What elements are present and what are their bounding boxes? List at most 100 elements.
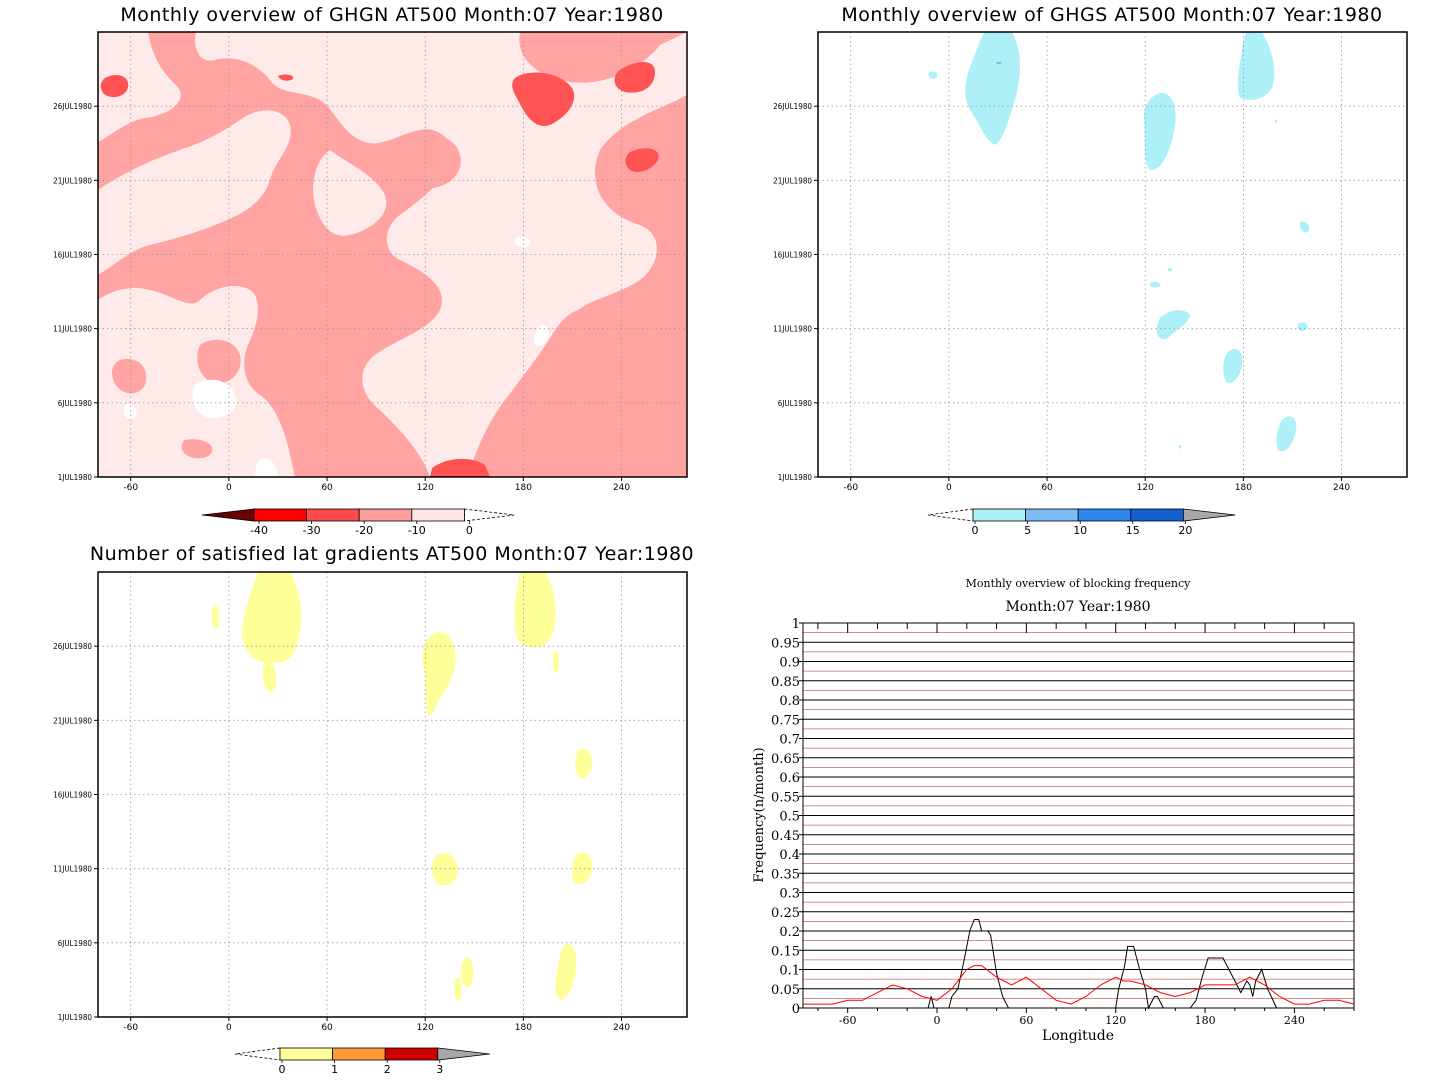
ghgn-strong-spot: [100, 75, 129, 98]
ghgn-mid-patch: [112, 359, 147, 394]
ghgn-strong-spot: [614, 62, 655, 93]
ghgn-light-region: [98, 285, 295, 477]
lat-region: [571, 852, 593, 885]
freq-tick-label-y: 0.95: [771, 636, 800, 651]
tick-label-x: 120: [1137, 483, 1154, 493]
freq-tick-label-y: 0.5: [779, 810, 800, 825]
ghgn-strong-spot: [625, 148, 659, 172]
ghgs-region: [1149, 281, 1161, 288]
ghgn-mid-patch: [197, 339, 241, 384]
freq-series-red-line: [803, 965, 1355, 1005]
ghgs-grid: [818, 32, 1407, 477]
ghgn-light-region: [98, 32, 181, 142]
tick-label-x: 0: [946, 483, 952, 493]
tick-label-y: 11JUL1980: [773, 325, 812, 334]
colorbar-label: 1: [331, 1063, 338, 1076]
ghgn-white-spot: [123, 404, 137, 420]
freq-tick-label-y: 0.65: [771, 752, 800, 767]
tick-label-y: 1JUL1980: [58, 473, 93, 482]
lat-region: [575, 748, 592, 779]
tick-label-x: 0: [226, 483, 232, 493]
colorbar-segment: [306, 508, 360, 522]
ghgn-light-region: [98, 110, 291, 275]
tick-label-x: -60: [843, 483, 858, 493]
tick-label-y: 16JUL1980: [53, 251, 92, 260]
tick-label-y: 6JUL1980: [58, 939, 93, 948]
tick-label-x: 180: [515, 1023, 532, 1033]
freq-tick-label-y: 0.55: [771, 790, 800, 805]
tick-label-x: 60: [1041, 483, 1053, 493]
ghgn-strong-spot: [512, 72, 575, 126]
colorbar-segment: [1130, 508, 1184, 522]
ghgn-colorbar: -40 -30 -20 -10 0: [201, 508, 515, 537]
freq-tick-label-y: 0.35: [771, 867, 800, 882]
lat-grid: [98, 572, 687, 1017]
ghgs-region: [1276, 416, 1297, 452]
tick-label-x: -60: [123, 1023, 138, 1033]
colorbar-label: -30: [303, 524, 321, 537]
freq-xlabel: Longitude: [1042, 1028, 1114, 1044]
freq-tick-label-x: 60: [1019, 1014, 1033, 1027]
colorbar-label: 20: [1178, 524, 1192, 537]
lat-region: [555, 944, 577, 1000]
colorbar-label: 5: [1024, 524, 1031, 537]
ghgn-mid-patch: [404, 135, 461, 189]
colorbar-segment: [332, 1047, 386, 1061]
tick-label-y: 1JUL1980: [58, 1013, 93, 1022]
tick-label-y: 6JUL1980: [58, 399, 93, 408]
freq-tick-label-y: 0.05: [771, 983, 800, 998]
ghgn-white-spot: [192, 379, 236, 419]
lat-colorbar: 0 1 2 3: [234, 1047, 490, 1076]
freq-tick-label-y: 0: [792, 1002, 800, 1017]
lat-region: [431, 853, 458, 886]
ghgn-axes: -60 0 60 120 180 240 1JUL1980 6JUL1980 11JUL1980…: [53, 102, 630, 493]
tick-label-y: 16JUL1980: [53, 791, 92, 800]
panel-lat-gradients: Number of satisfied lat gradients AT500 …: [53, 543, 694, 1076]
ghgs-region: [1223, 348, 1243, 384]
lat-region: [454, 977, 462, 1002]
tick-label-x: 120: [417, 483, 434, 493]
freq-tick-label-y: 0.2: [779, 925, 800, 940]
colorbar-end-triangle: [437, 1047, 490, 1061]
tick-label-y: 11JUL1980: [53, 865, 92, 874]
tick-label-x: 0: [226, 1023, 232, 1033]
tick-label-x: 60: [321, 1023, 333, 1033]
tick-label-x: 240: [1333, 483, 1350, 493]
colorbar-segment: [358, 508, 413, 522]
colorbar-label: -40: [250, 524, 268, 537]
ghgs-region: [1167, 267, 1173, 272]
colorbar-open-end: [927, 508, 974, 522]
tick-label-x: -60: [123, 483, 138, 493]
tick-label-y: 11JUL1980: [53, 325, 92, 334]
lat-axes: -60 0 60 120 180 240 1JUL1980 6JUL1980 11JUL1980…: [53, 642, 630, 1033]
ghgs-region: [928, 71, 938, 79]
colorbar-label: 3: [436, 1063, 443, 1076]
freq-tick-label-x: 0: [934, 1014, 941, 1027]
tick-label-x: 240: [613, 483, 630, 493]
ghgn-light-region: [313, 150, 387, 236]
colorbar-open-end: [463, 508, 515, 522]
panel-blocking-frequency: Monthly overview of blocking frequency M…: [752, 577, 1355, 1044]
colorbar-segment: [972, 508, 1026, 522]
ghgs-colorbar: 0 5 10 15 20: [927, 508, 1236, 537]
colorbar-segment: [279, 1047, 333, 1061]
freq-tick-label-y: 0.9: [779, 656, 800, 671]
ghgs-region: [965, 32, 1020, 145]
colorbar-label: 15: [1126, 524, 1140, 537]
freq-tick-label-y: 0.75: [771, 713, 800, 728]
ghgs-region: [1178, 444, 1182, 449]
ghgs-region: [1237, 32, 1275, 100]
freq-series: [803, 919, 1355, 1010]
freq-series-black-line: [803, 919, 1278, 1010]
tick-label-y: 16JUL1980: [773, 251, 812, 260]
tick-label-y: 21JUL1980: [773, 176, 812, 185]
panel-ghgs: Monthly overview of GHGS AT500 Month:07 …: [773, 4, 1408, 537]
ghgs-region: [1156, 310, 1190, 340]
freq-tick-label-x: -60: [839, 1014, 857, 1027]
ghgn-grid: [98, 32, 687, 477]
colorbar-segment: [253, 508, 307, 522]
freq-tick-label-y: 0.8: [779, 694, 800, 709]
ghgs-level5-spot: [996, 62, 1002, 64]
tick-label-x: 60: [321, 483, 333, 493]
tick-label-x: 240: [613, 1023, 630, 1033]
